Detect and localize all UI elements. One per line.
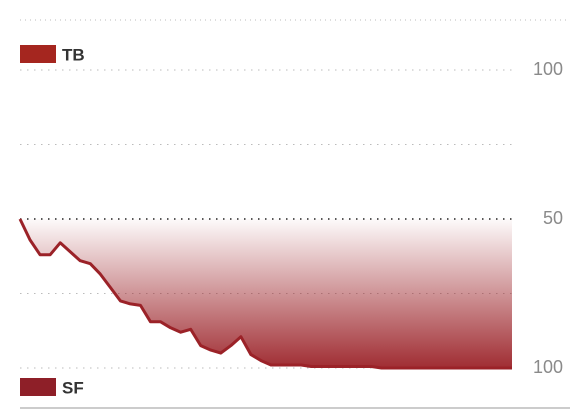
area-fill (20, 219, 512, 368)
legend-swatch (20, 378, 56, 396)
y-tick-label: 100 (533, 59, 563, 79)
y-tick-label: 100 (533, 357, 563, 377)
legend-label: SF (62, 378, 84, 397)
probability-line (18, 218, 512, 370)
legend-swatch (20, 45, 56, 63)
legend-label: TB (62, 45, 85, 64)
y-tick-label: 50 (543, 208, 563, 228)
